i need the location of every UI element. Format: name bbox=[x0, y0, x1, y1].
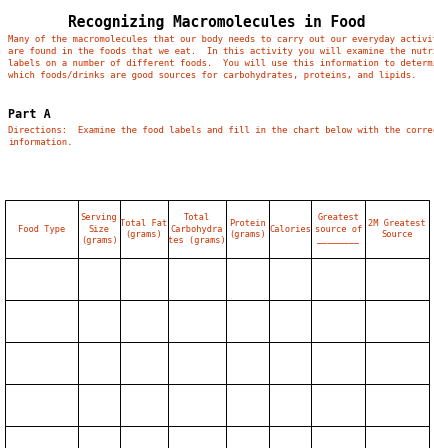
Bar bbox=[5, 258, 78, 300]
Bar bbox=[78, 384, 120, 426]
Bar bbox=[168, 258, 227, 300]
Bar bbox=[78, 258, 120, 300]
Text: Serving
Size
(grams): Serving Size (grams) bbox=[81, 213, 118, 245]
Bar bbox=[78, 426, 120, 448]
Bar bbox=[365, 258, 429, 300]
Bar bbox=[227, 200, 269, 258]
Bar bbox=[269, 200, 311, 258]
Bar bbox=[120, 342, 168, 384]
Bar bbox=[5, 342, 78, 384]
Bar bbox=[168, 426, 227, 448]
Bar bbox=[5, 426, 78, 448]
Bar bbox=[365, 342, 429, 384]
Bar bbox=[269, 426, 311, 448]
Bar bbox=[78, 342, 120, 384]
Bar bbox=[269, 384, 311, 426]
Bar bbox=[269, 300, 311, 342]
Bar bbox=[365, 384, 429, 426]
Bar bbox=[78, 300, 120, 342]
Text: Greatest
source of
________: Greatest source of ________ bbox=[315, 213, 362, 245]
Bar bbox=[227, 342, 269, 384]
Text: Many of the macromolecules that our body needs to carry out our everyday activit: Many of the macromolecules that our body… bbox=[8, 35, 434, 81]
Bar bbox=[311, 258, 365, 300]
Bar bbox=[168, 342, 227, 384]
Text: Food Type: Food Type bbox=[18, 224, 65, 233]
Text: Calories: Calories bbox=[269, 224, 311, 233]
Text: Directions:  Examine the food labels and fill in the chart below with the correc: Directions: Examine the food labels and … bbox=[8, 126, 434, 147]
Text: Total Fat
(grams): Total Fat (grams) bbox=[120, 219, 168, 239]
Bar bbox=[227, 426, 269, 448]
Bar bbox=[78, 200, 120, 258]
Bar bbox=[311, 300, 365, 342]
Bar bbox=[120, 300, 168, 342]
Bar bbox=[5, 384, 78, 426]
Text: Recognizing Macromolecules in Food: Recognizing Macromolecules in Food bbox=[68, 14, 366, 30]
Bar bbox=[311, 384, 365, 426]
Bar bbox=[227, 384, 269, 426]
Bar bbox=[120, 384, 168, 426]
Bar bbox=[168, 200, 227, 258]
Bar bbox=[168, 384, 227, 426]
Bar bbox=[365, 200, 429, 258]
Bar bbox=[365, 300, 429, 342]
Text: Part A: Part A bbox=[8, 108, 51, 121]
Bar bbox=[269, 258, 311, 300]
Bar bbox=[227, 258, 269, 300]
Text: 2M Greatest
Source: 2M Greatest Source bbox=[368, 219, 426, 239]
Bar bbox=[365, 426, 429, 448]
Bar bbox=[311, 200, 365, 258]
Bar bbox=[5, 200, 78, 258]
Bar bbox=[120, 426, 168, 448]
Text: Total
Carbohydra
tes (grams): Total Carbohydra tes (grams) bbox=[168, 213, 226, 245]
Text: Protein
(grams): Protein (grams) bbox=[229, 219, 266, 239]
Bar bbox=[311, 426, 365, 448]
Bar bbox=[168, 300, 227, 342]
Bar bbox=[5, 300, 78, 342]
Bar bbox=[120, 200, 168, 258]
Bar bbox=[120, 258, 168, 300]
Bar bbox=[269, 342, 311, 384]
Bar bbox=[227, 300, 269, 342]
Bar bbox=[311, 342, 365, 384]
